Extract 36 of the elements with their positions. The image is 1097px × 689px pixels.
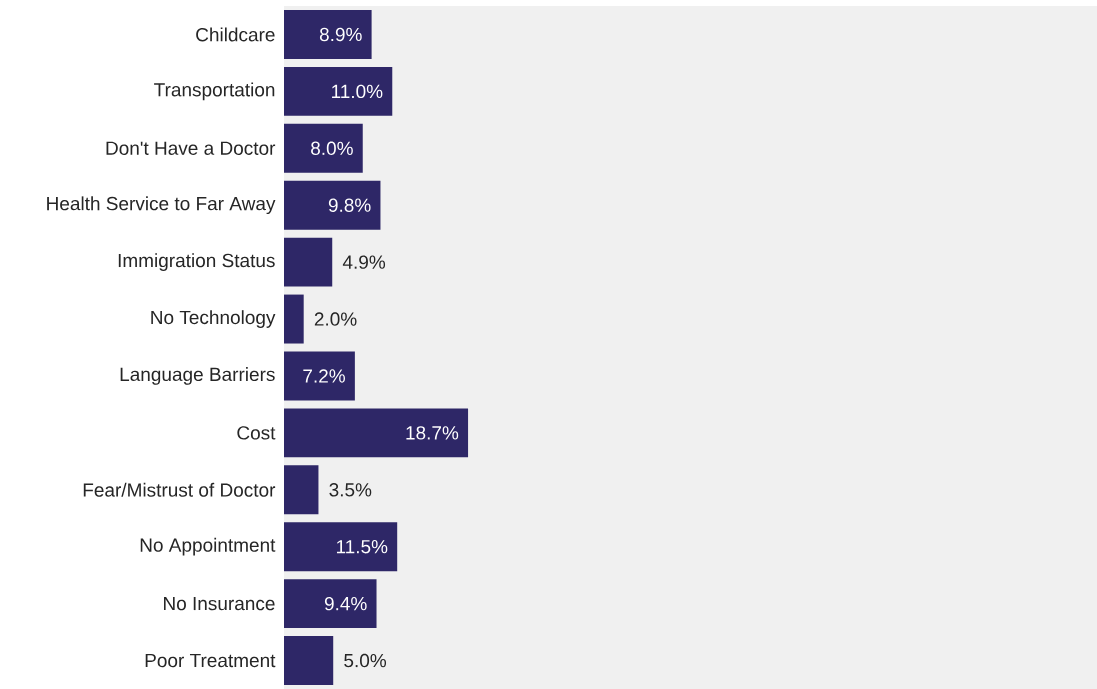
y-tick-label: Immigration Status [118, 253, 275, 271]
y-tick-label: Poor Treatment [145, 653, 276, 668]
y-tick-label: No Appointment [140, 537, 276, 556]
y-tick-label: Don't Have a Doctor [106, 141, 276, 155]
bar [284, 294, 304, 344]
data-label: 9.8% [328, 198, 371, 212]
bar [284, 522, 398, 572]
y-tick-label: Cost [237, 426, 276, 440]
y-tick-label: Transportation [154, 82, 275, 101]
y-tick-label: No Insurance [164, 597, 275, 611]
data-label: 2.0% [314, 312, 357, 326]
bar [284, 66, 393, 116]
data-label: 4.9% [342, 255, 386, 269]
bar [284, 123, 363, 173]
bar [284, 180, 381, 230]
y-tick-label: Health Service to Far Away [47, 196, 276, 215]
data-label: 3.5% [329, 483, 372, 497]
bar [284, 237, 333, 287]
bar [284, 9, 372, 59]
y-tick-label: Childcare [196, 27, 275, 42]
bar [284, 408, 469, 458]
data-label: 8.0% [311, 141, 353, 156]
bar [284, 465, 319, 515]
data-label: 11.5% [336, 540, 388, 554]
data-label: 9.4% [324, 596, 367, 611]
bar [284, 579, 377, 629]
y-tick-label: Fear/Mistrust of Doctor [83, 482, 276, 497]
y-tick-label: No Technology [151, 310, 276, 328]
data-label: 7.2% [303, 369, 345, 383]
data-label: 8.9% [319, 27, 362, 42]
bar [284, 351, 355, 401]
data-label: 11.0% [332, 84, 383, 99]
bar [284, 636, 334, 686]
data-label: 5.0% [344, 653, 387, 668]
y-tick-label: Language Barriers [120, 367, 275, 385]
data-label: 18.7% [406, 426, 459, 440]
